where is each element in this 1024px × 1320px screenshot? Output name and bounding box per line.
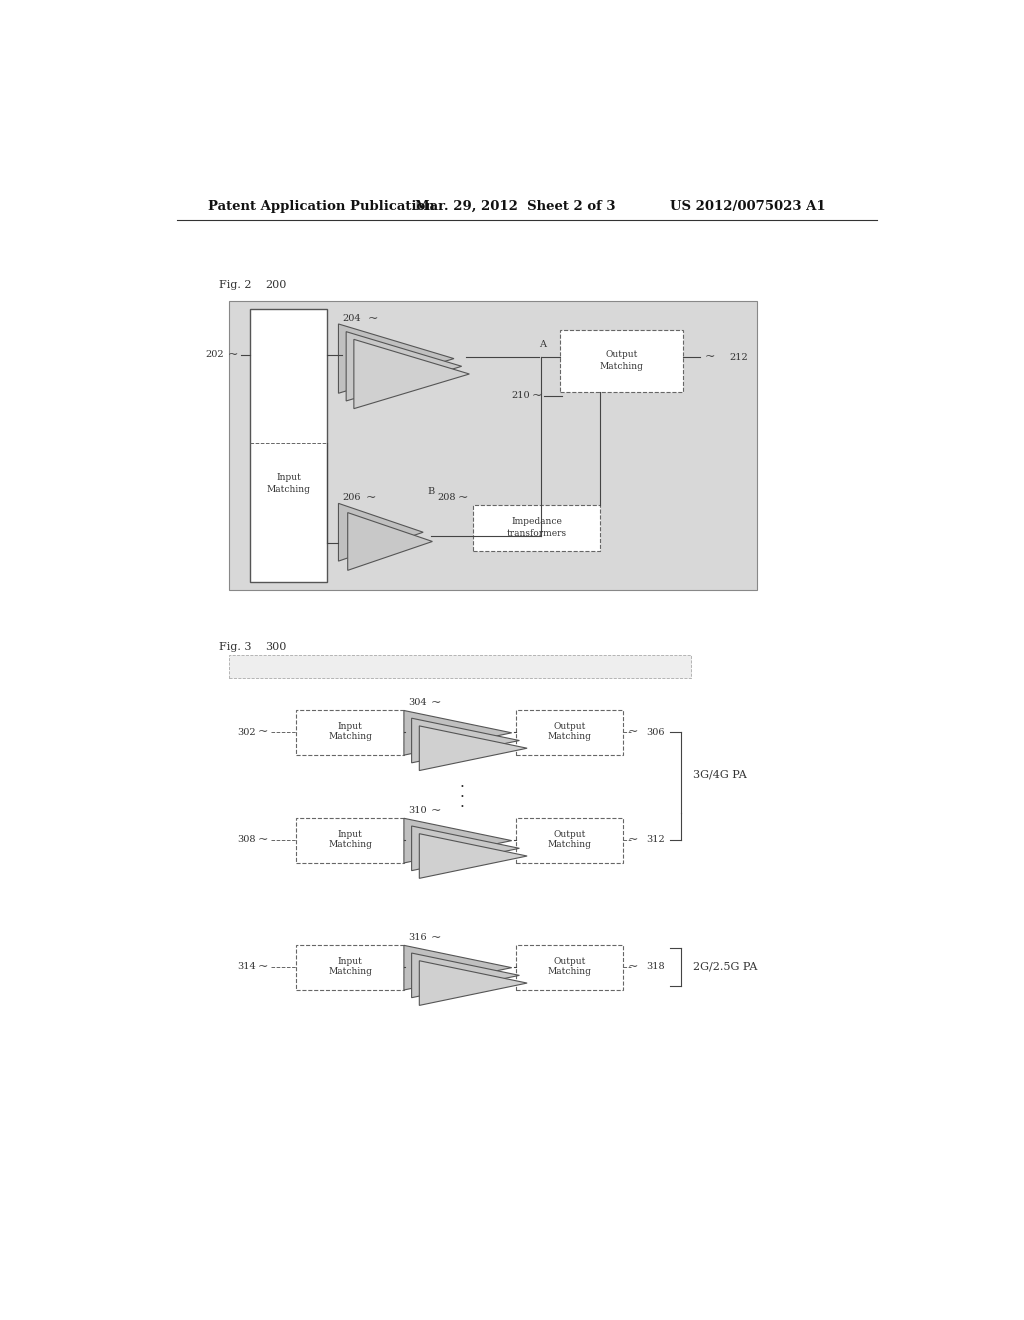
Text: Output: Output: [553, 722, 586, 731]
Text: 208: 208: [437, 492, 456, 502]
Text: Output: Output: [553, 957, 586, 966]
Bar: [515, 945, 624, 990]
Text: US 2012/0075023 A1: US 2012/0075023 A1: [670, 199, 825, 213]
Text: Matching: Matching: [548, 733, 592, 741]
Text: ~: ~: [431, 804, 441, 817]
Text: ~: ~: [431, 696, 441, 709]
Text: 308: 308: [237, 836, 255, 845]
Polygon shape: [339, 323, 454, 393]
Text: Patent Application Publication: Patent Application Publication: [208, 199, 434, 213]
Bar: [250, 309, 327, 582]
Text: ~: ~: [628, 726, 639, 739]
Polygon shape: [348, 512, 432, 570]
Text: ~: ~: [368, 312, 378, 325]
Text: Matching: Matching: [328, 733, 372, 741]
Polygon shape: [419, 961, 527, 1006]
Text: Impedance: Impedance: [512, 517, 562, 527]
Text: Input: Input: [276, 474, 301, 482]
Text: 206: 206: [342, 492, 360, 502]
Text: A: A: [539, 341, 546, 350]
Text: 318: 318: [646, 962, 665, 972]
Bar: [473, 506, 600, 552]
Text: 310: 310: [408, 807, 426, 814]
Bar: [296, 945, 403, 990]
Text: Matching: Matching: [266, 484, 310, 494]
Text: 200: 200: [265, 280, 287, 290]
Text: ~: ~: [258, 961, 268, 973]
Polygon shape: [412, 826, 519, 871]
Text: 2G/2.5G PA: 2G/2.5G PA: [692, 962, 757, 972]
Text: ~: ~: [458, 491, 468, 504]
Text: Matching: Matching: [548, 968, 592, 975]
Text: .: .: [459, 784, 464, 800]
Text: ~: ~: [258, 726, 268, 739]
Polygon shape: [403, 710, 512, 755]
Text: 302: 302: [237, 727, 255, 737]
Polygon shape: [419, 834, 527, 878]
Text: ~: ~: [227, 348, 239, 362]
Polygon shape: [403, 945, 512, 990]
Polygon shape: [412, 718, 519, 763]
Bar: [515, 818, 624, 863]
Polygon shape: [339, 503, 423, 561]
Bar: [229, 301, 757, 590]
Text: Matching: Matching: [600, 362, 644, 371]
Bar: [296, 818, 403, 863]
Text: ~: ~: [531, 389, 543, 403]
Text: 312: 312: [646, 836, 666, 845]
Text: Fig. 3: Fig. 3: [219, 643, 252, 652]
Text: Matching: Matching: [328, 968, 372, 975]
Bar: [229, 655, 691, 678]
Text: ~: ~: [628, 961, 639, 973]
Text: 3G/4G PA: 3G/4G PA: [692, 770, 746, 779]
Text: 202: 202: [205, 350, 224, 359]
Bar: [515, 710, 624, 755]
Text: Input: Input: [338, 722, 362, 731]
Text: Output: Output: [605, 350, 638, 359]
Text: Input: Input: [338, 830, 362, 840]
Text: .: .: [459, 795, 464, 809]
Text: transformers: transformers: [507, 529, 567, 537]
Text: Mar. 29, 2012  Sheet 2 of 3: Mar. 29, 2012 Sheet 2 of 3: [416, 199, 616, 213]
Text: ~: ~: [431, 931, 441, 944]
Text: .: .: [459, 775, 464, 789]
Bar: [560, 330, 683, 392]
Polygon shape: [419, 726, 527, 771]
Text: ~: ~: [366, 491, 376, 504]
Text: ~: ~: [258, 833, 268, 846]
Text: 204: 204: [342, 314, 360, 323]
Text: 300: 300: [265, 643, 287, 652]
Text: 212: 212: [730, 352, 749, 362]
Polygon shape: [412, 953, 519, 998]
Text: 304: 304: [408, 698, 426, 708]
Text: ~: ~: [628, 833, 639, 846]
Text: B: B: [427, 487, 434, 496]
Text: 316: 316: [408, 933, 426, 942]
Text: Output: Output: [553, 830, 586, 840]
Polygon shape: [354, 339, 469, 409]
Text: Matching: Matching: [328, 840, 372, 849]
Text: 314: 314: [237, 962, 256, 972]
Bar: [296, 710, 403, 755]
Text: Input: Input: [338, 957, 362, 966]
Polygon shape: [403, 818, 512, 863]
Text: ~: ~: [705, 351, 715, 363]
Text: 306: 306: [646, 727, 665, 737]
Text: Matching: Matching: [548, 840, 592, 849]
Polygon shape: [346, 331, 462, 401]
Text: 210: 210: [512, 391, 530, 400]
Text: Fig. 2: Fig. 2: [219, 280, 252, 290]
